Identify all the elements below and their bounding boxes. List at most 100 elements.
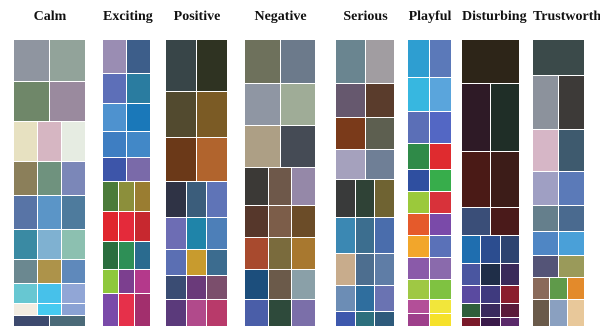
color-swatch <box>408 192 430 214</box>
color-swatch <box>245 238 269 270</box>
color-swatch <box>550 278 568 300</box>
color-swatch <box>14 40 50 82</box>
color-swatch <box>38 122 62 162</box>
swatch-row <box>103 104 151 132</box>
color-swatch <box>430 258 452 280</box>
color-swatch <box>280 126 316 168</box>
color-swatch <box>430 300 452 314</box>
color-swatch <box>38 162 62 196</box>
swatch-strip <box>14 40 86 327</box>
color-swatch <box>491 152 520 208</box>
swatch-row <box>14 316 86 327</box>
color-swatch <box>375 286 395 312</box>
color-swatch <box>355 254 376 286</box>
color-swatch <box>491 208 520 236</box>
color-swatch <box>62 122 86 162</box>
swatch-row <box>166 250 228 276</box>
column-negative: Negative <box>245 0 316 327</box>
color-swatch <box>38 196 62 230</box>
swatch-row <box>462 208 520 236</box>
color-swatch <box>207 218 228 250</box>
swatch-row <box>14 196 86 230</box>
swatch-row <box>462 84 520 152</box>
swatch-row <box>245 168 316 206</box>
color-swatch <box>500 318 520 327</box>
color-swatch <box>408 78 430 112</box>
color-swatch <box>462 318 482 327</box>
color-swatch <box>127 158 151 182</box>
color-swatch <box>481 304 501 318</box>
swatch-row <box>336 254 395 286</box>
color-swatch <box>14 162 38 196</box>
color-swatch <box>103 74 127 104</box>
color-swatch <box>135 270 151 294</box>
swatch-row <box>462 152 520 208</box>
color-swatch <box>280 40 316 84</box>
color-swatch <box>408 112 430 144</box>
swatch-row <box>462 236 520 264</box>
color-swatch <box>430 280 452 300</box>
color-swatch <box>62 260 86 284</box>
swatch-row <box>336 218 395 254</box>
color-swatch <box>14 122 38 162</box>
color-swatch <box>336 118 366 150</box>
color-swatch <box>103 270 119 294</box>
color-swatch <box>197 92 228 138</box>
color-swatch <box>103 182 119 212</box>
color-swatch <box>14 230 38 260</box>
color-swatch <box>533 300 551 327</box>
color-swatch <box>559 232 585 256</box>
color-swatch <box>491 84 520 152</box>
swatch-row <box>103 270 151 294</box>
color-swatch <box>268 238 293 270</box>
color-swatch <box>127 40 151 74</box>
color-swatch <box>14 196 38 230</box>
color-swatch <box>430 40 452 78</box>
swatch-row <box>533 232 585 256</box>
color-swatch <box>375 218 395 254</box>
swatch-row <box>408 112 452 144</box>
color-swatch <box>462 152 491 208</box>
color-swatch <box>500 264 520 286</box>
color-swatch <box>245 126 281 168</box>
color-swatch <box>119 294 135 327</box>
color-swatch <box>127 74 151 104</box>
column-serious: Serious <box>336 0 395 327</box>
swatch-row <box>408 236 452 258</box>
swatch-row <box>533 40 585 76</box>
color-swatch <box>533 76 559 130</box>
swatch-row <box>408 78 452 112</box>
color-swatch <box>533 278 551 300</box>
color-swatch <box>280 84 316 126</box>
color-swatch <box>14 260 38 284</box>
color-swatch <box>103 40 127 74</box>
column-title: Exciting <box>103 9 153 24</box>
color-swatch <box>166 92 197 138</box>
color-swatch <box>197 40 228 92</box>
swatch-row <box>103 74 151 104</box>
color-swatch <box>408 314 430 327</box>
column-exciting: Exciting <box>103 0 153 327</box>
color-swatch <box>533 206 559 232</box>
color-swatch <box>166 250 187 276</box>
color-swatch <box>481 286 501 304</box>
swatch-row <box>103 182 151 212</box>
swatch-row <box>245 126 316 168</box>
swatch-row <box>166 218 228 250</box>
color-swatch <box>292 206 316 238</box>
color-swatch <box>355 286 376 312</box>
color-swatch <box>207 300 228 327</box>
color-swatch <box>462 236 482 264</box>
swatch-row <box>408 214 452 236</box>
color-swatch <box>567 300 585 327</box>
color-swatch <box>355 180 376 218</box>
color-swatch <box>533 232 559 256</box>
swatch-row <box>103 242 151 270</box>
swatch-strip <box>462 40 520 327</box>
color-swatch <box>103 294 119 327</box>
color-swatch <box>38 304 62 316</box>
color-swatch <box>336 40 366 84</box>
color-swatch <box>375 254 395 286</box>
color-swatch <box>462 264 482 286</box>
swatch-row <box>166 138 228 182</box>
